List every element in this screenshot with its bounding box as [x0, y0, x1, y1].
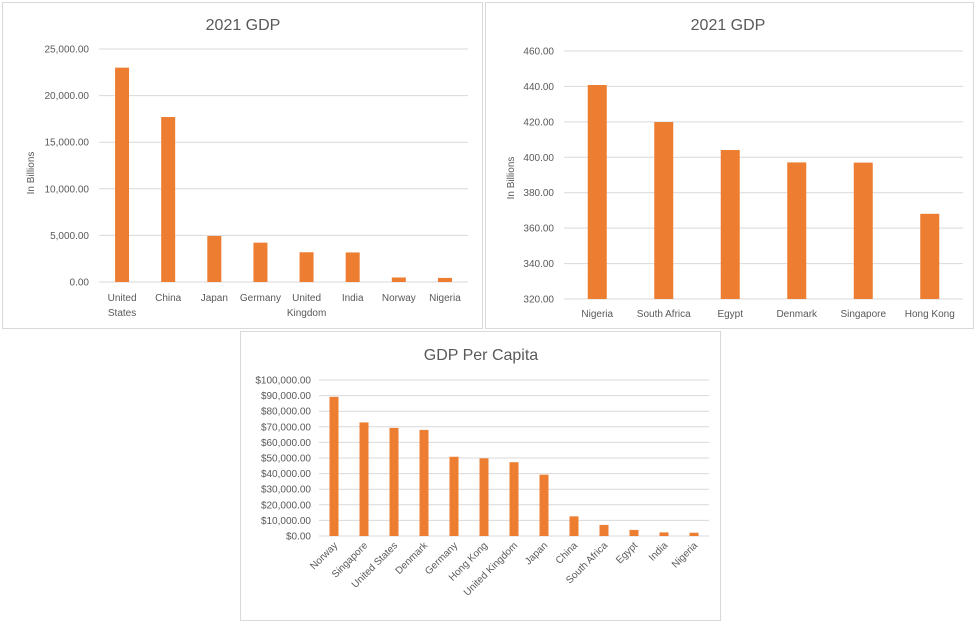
chart-gdp-large-economies: 2021 GDP In Billions 0.00 5,000.00 10,000.… [26, 17, 468, 319]
y-tick-label: 460.00 [523, 47, 554, 58]
y-tick-label: $20,000.00 [261, 500, 311, 511]
bar-nigeria [437, 277, 452, 282]
y-tick-label: $30,000.00 [261, 485, 311, 496]
bar-nigeria [689, 532, 699, 536]
bar-egypt [629, 529, 639, 536]
bar-india [345, 252, 360, 282]
y-tick-label: 20,000.00 [45, 91, 90, 102]
chart-title: GDP Per Capita [424, 347, 539, 364]
x-category-label: Nigeria [429, 293, 461, 304]
bar-south-africa [654, 122, 674, 299]
chart-title: 2021 GDP [206, 17, 281, 34]
y-tick-label: $40,000.00 [261, 469, 311, 480]
x-category-label: Egypt [614, 540, 640, 566]
bar-south-africa [599, 524, 609, 536]
y-tick-label: $0.00 [286, 532, 311, 543]
y-tick-label: $60,000.00 [261, 438, 311, 449]
y-tick-label: 400.00 [523, 153, 554, 164]
x-category-label: Germany [240, 293, 281, 304]
y-tick-label: $50,000.00 [261, 454, 311, 465]
y-tick-label: $70,000.00 [261, 422, 311, 433]
bar-germany [253, 242, 268, 282]
x-category-label: Nigeria [581, 309, 613, 320]
y-tick-label: 25,000.00 [45, 45, 90, 56]
x-category-label: Japan [201, 293, 228, 304]
chart-gdp-per-capita: GDP Per Capita $0.00 $10,000.00 $20,000.00… [255, 347, 709, 598]
bar-germany [449, 456, 459, 536]
bar-china [569, 516, 579, 536]
y-tick-label: 420.00 [523, 117, 554, 128]
bar-egypt [720, 150, 740, 299]
y-axis-title: In Billions [26, 152, 37, 195]
chart-panel-gdp-small: 2021 GDP In Billions 320.00 340.00 360.00 3… [485, 2, 974, 329]
bar-china [161, 117, 176, 282]
y-tick-label: $90,000.00 [261, 391, 311, 402]
y-tick-label: $80,000.00 [261, 407, 311, 418]
x-category-label: Denmark [776, 309, 818, 320]
x-category-label: Japan [523, 540, 550, 567]
x-category-label: India [342, 293, 364, 304]
chart-panel-gdp-large: 2021 GDP In Billions 0.00 5,000.00 10,000.… [2, 2, 483, 329]
x-category-label: South Africa [637, 309, 691, 320]
bar-japan [207, 235, 222, 282]
bar-denmark [419, 429, 429, 536]
bar-hong-kong [920, 213, 940, 299]
bar-united-states [389, 427, 399, 536]
bar-singapore [853, 162, 873, 299]
bar-hong-kong [479, 458, 489, 536]
y-tick-label: 10,000.00 [45, 184, 90, 195]
x-category-label: Norway [382, 293, 416, 304]
bar-norway [329, 396, 339, 536]
bar-norway [391, 277, 406, 282]
bar-united-kingdom [299, 252, 314, 282]
y-tick-label: 15,000.00 [45, 138, 90, 149]
x-category-label: Egypt [717, 309, 743, 320]
y-axis-title: In Billions [506, 157, 517, 200]
x-category-label: Hong Kong [905, 309, 955, 320]
y-tick-label: 0.00 [70, 278, 90, 289]
chart-title: 2021 GDP [691, 17, 766, 34]
y-tick-label: 440.00 [523, 82, 554, 93]
x-category-label: India [647, 540, 670, 563]
bar-united-kingdom [509, 462, 519, 536]
bar-united-states [115, 67, 130, 282]
bar-denmark [787, 162, 807, 299]
y-tick-label: 340.00 [523, 259, 554, 270]
y-tick-label: $10,000.00 [261, 516, 311, 527]
bar-singapore [359, 422, 369, 536]
x-category-label: China [155, 293, 182, 304]
chart-panel-gdp-per-capita: GDP Per Capita $0.00 $10,000.00 $20,000.00… [240, 331, 721, 621]
y-tick-label: 380.00 [523, 188, 554, 199]
x-category-label: Nigeria [670, 540, 700, 570]
bar-japan [539, 474, 549, 536]
y-tick-label: $100,000.00 [255, 376, 311, 387]
y-tick-label: 5,000.00 [50, 231, 89, 242]
chart-gdp-smaller-economies: 2021 GDP In Billions 320.00 340.00 360.00 3… [506, 17, 963, 320]
bar-nigeria [587, 85, 607, 299]
x-category-label: China [554, 540, 581, 567]
x-category-label: United Kingdom [462, 540, 520, 598]
x-category-label: United Kingdom [287, 293, 326, 319]
y-tick-label: 360.00 [523, 224, 554, 235]
y-tick-label: 320.00 [523, 295, 554, 306]
bar-india [659, 532, 669, 536]
x-category-label: United States [108, 293, 137, 319]
x-category-label: Singapore [840, 309, 886, 320]
